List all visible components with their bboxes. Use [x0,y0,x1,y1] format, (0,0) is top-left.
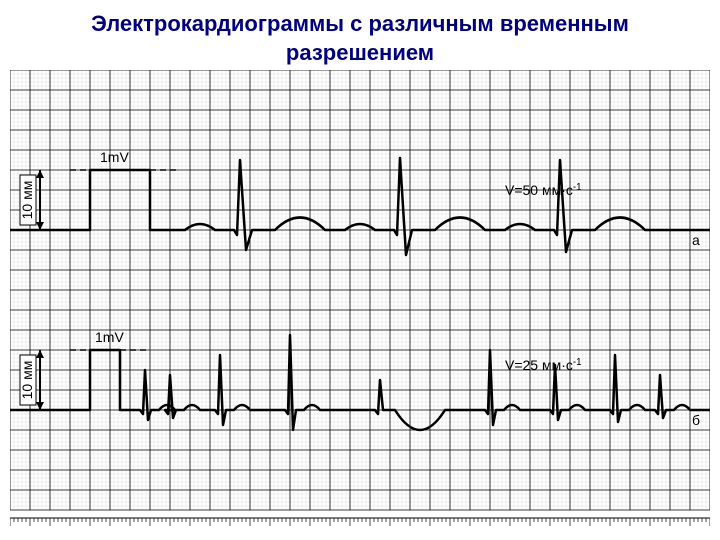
svg-text:1mV: 1mV [95,329,124,345]
svg-text:10 мм: 10 мм [19,361,35,400]
ecg-figure: Электрокардиограммы с различным временны… [0,0,720,540]
svg-text:1mV: 1mV [100,149,129,165]
svg-text:б: б [692,412,700,428]
svg-text:а: а [692,232,700,248]
svg-text:10 мм: 10 мм [19,181,35,220]
ecg-svg: 1mV V=50 мм·с-1 а 1mV V=25 мм·с-1 б 10 мм 10 мм [10,70,710,530]
svg-text:V=50 мм·с-1: V=50 мм·с-1 [505,182,582,199]
svg-text:V=25 мм·с-1: V=25 мм·с-1 [505,357,582,374]
chart-area: 1mV V=50 мм·с-1 а 1mV V=25 мм·с-1 б 10 мм 10 мм [10,70,710,530]
figure-title: Электрокардиограммы с различным временны… [0,0,720,72]
